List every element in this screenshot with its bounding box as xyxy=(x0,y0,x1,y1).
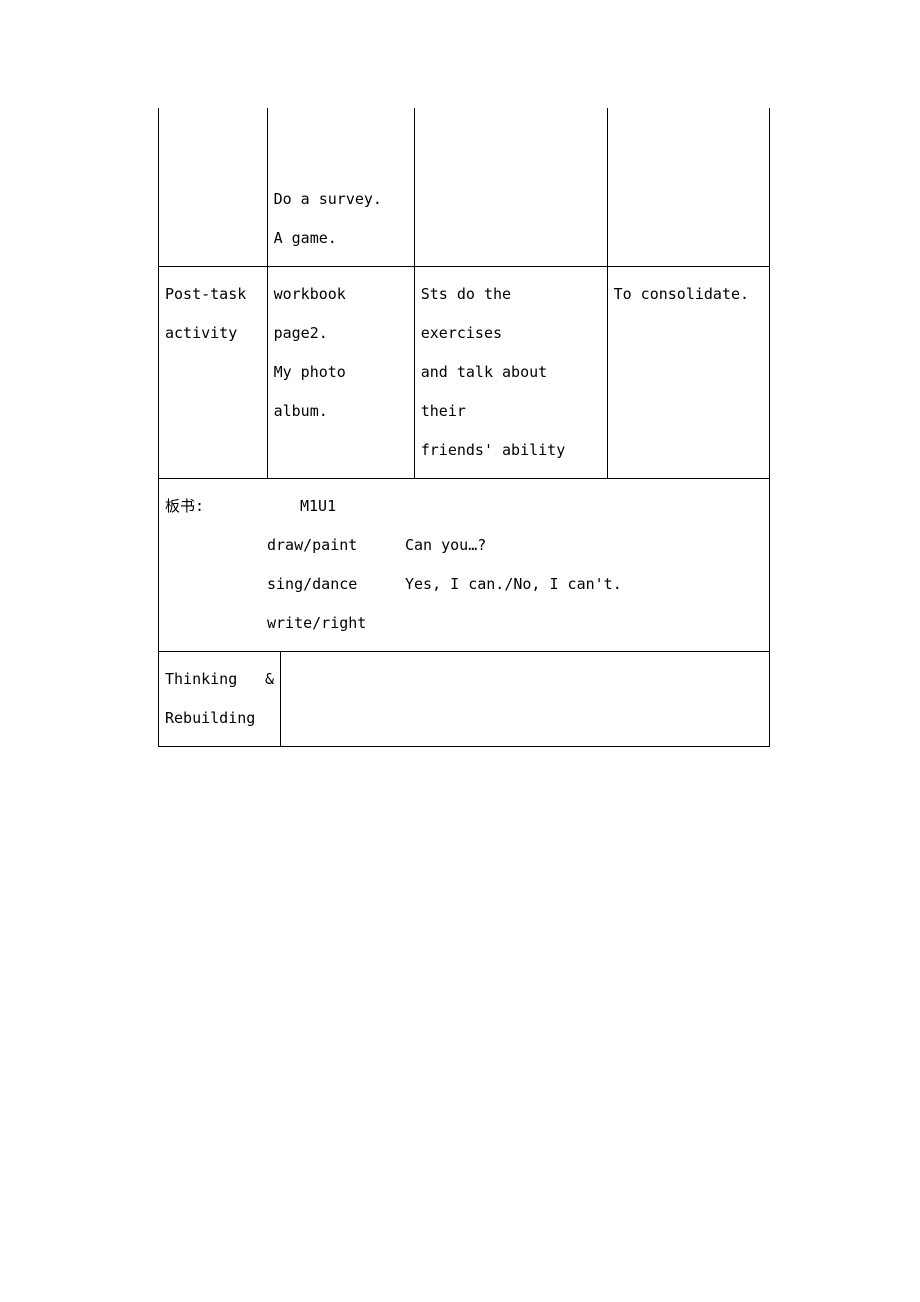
cell-text: A game. xyxy=(274,219,408,258)
thinking-content-cell xyxy=(281,652,769,746)
cell-students-do xyxy=(414,108,607,267)
blackboard-line: draw/paint Can you…? xyxy=(165,526,763,565)
cell-text: Sts do the exercises xyxy=(421,275,601,353)
blackboard-voc: sing/dance xyxy=(267,565,405,604)
lesson-plan-table: Do a survey. A game. xyxy=(158,108,770,747)
blackboard-label: 板书: xyxy=(165,487,300,526)
thinking-cell: Thinking & Rebuilding xyxy=(159,652,770,747)
cell-text: To consolidate. xyxy=(614,275,763,314)
cell-text: activity xyxy=(165,314,261,353)
blackboard-title-line: 板书: M1U1 xyxy=(165,487,763,526)
document-page: Do a survey. A game. xyxy=(0,0,920,747)
blackboard-voc: draw/paint xyxy=(267,526,405,565)
cell-text: My photo album. xyxy=(274,353,408,431)
cell-activity-content: workbook page2. My photo album. xyxy=(267,267,414,479)
thinking-row: Thinking & Rebuilding xyxy=(159,652,770,747)
thinking-label-line: Thinking & xyxy=(165,660,274,699)
blackboard-cell: 板书: M1U1 draw/paint Can you…? sing/dance… xyxy=(159,479,770,652)
cell-text: friends' ability xyxy=(421,431,601,470)
cell-text: workbook page2. xyxy=(274,275,408,353)
table-row: Do a survey. A game. xyxy=(159,108,770,267)
thinking-word: Thinking xyxy=(165,660,237,699)
thinking-label-cell: Thinking & Rebuilding xyxy=(159,652,281,746)
cell-activity-label: Post-task activity xyxy=(159,267,268,479)
blackboard-line: write/right xyxy=(165,604,763,643)
blackboard-pattern: Yes, I can./No, I can't. xyxy=(405,565,622,604)
blackboard-row: 板书: M1U1 draw/paint Can you…? sing/dance… xyxy=(159,479,770,652)
blackboard-line: sing/dance Yes, I can./No, I can't. xyxy=(165,565,763,604)
cell-purpose: To consolidate. xyxy=(607,267,769,479)
ampersand: & xyxy=(265,660,274,699)
cell-text: Post-task xyxy=(165,275,261,314)
rebuilding-word: Rebuilding xyxy=(165,699,274,738)
blackboard-pattern: Can you…? xyxy=(405,526,486,565)
blackboard-title: M1U1 xyxy=(300,487,336,526)
cell-students-do: Sts do the exercises and talk about thei… xyxy=(414,267,607,479)
blackboard-voc: write/right xyxy=(267,604,405,643)
cell-activity-content: Do a survey. A game. xyxy=(267,108,414,267)
cell-activity-label xyxy=(159,108,268,267)
cell-text: Do a survey. xyxy=(274,180,408,219)
cell-text: and talk about their xyxy=(421,353,601,431)
table-row: Post-task activity workbook page2. My ph… xyxy=(159,267,770,479)
cell-purpose xyxy=(607,108,769,267)
